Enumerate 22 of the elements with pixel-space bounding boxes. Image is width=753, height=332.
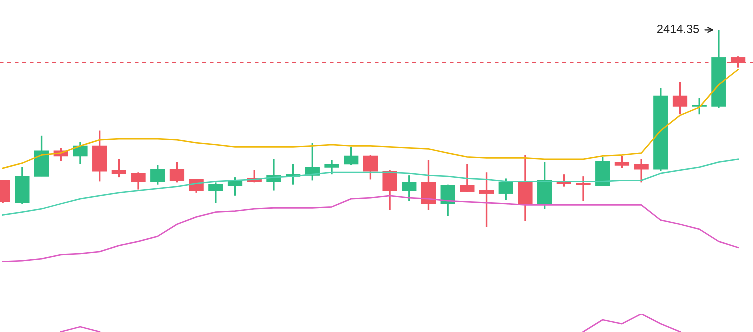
candlestick xyxy=(208,182,224,204)
candlestick xyxy=(634,158,649,184)
candlestick xyxy=(131,172,146,191)
annotation: 2414.35 xyxy=(658,24,700,34)
candlestick xyxy=(112,158,126,178)
candlestick xyxy=(479,172,494,228)
candlestick xyxy=(402,174,417,202)
candlestick xyxy=(421,160,436,211)
candlestick xyxy=(382,170,398,211)
candlestick xyxy=(440,184,456,218)
candlestick xyxy=(692,97,707,116)
candlestick xyxy=(460,163,475,193)
candlestick xyxy=(170,162,185,184)
candlestick xyxy=(614,155,630,170)
candlestick xyxy=(150,164,166,186)
candlestick xyxy=(518,154,533,222)
candlestick xyxy=(498,178,514,201)
candlestick xyxy=(363,154,378,181)
candlestick xyxy=(324,160,340,176)
candlestick xyxy=(344,146,359,166)
candlestick xyxy=(73,141,88,166)
candlestick xyxy=(672,81,688,116)
